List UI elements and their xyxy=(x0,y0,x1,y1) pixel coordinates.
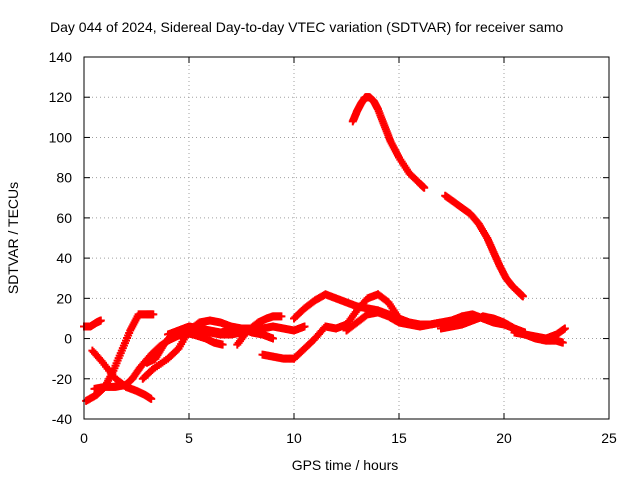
y-tick-label: -40 xyxy=(52,411,72,427)
x-tick-label: 5 xyxy=(185,430,193,446)
series-arc-16 xyxy=(510,324,569,343)
y-tick-label: 80 xyxy=(56,170,72,186)
y-tick-label: 40 xyxy=(56,250,72,266)
y-tick-label: 60 xyxy=(56,210,72,226)
tick-labels: 0 5 10 15 20 25 -40 -20 0 20 40 60 80 100 120 140 xyxy=(49,49,617,446)
data-point xyxy=(518,292,527,301)
data-point xyxy=(277,312,286,321)
series-arc-1 xyxy=(80,316,105,331)
x-tick-label: 20 xyxy=(496,430,512,446)
series-arc-9 xyxy=(258,350,298,363)
data-point xyxy=(560,324,569,333)
y-tick-label: 120 xyxy=(49,89,73,105)
series-arc-14 xyxy=(441,191,527,301)
x-tick-label: 0 xyxy=(80,430,88,446)
x-tick-label: 25 xyxy=(601,430,617,446)
x-tick-label: 10 xyxy=(286,430,302,446)
x-tick-label: 15 xyxy=(391,430,407,446)
grid-lines xyxy=(84,57,609,419)
data-point xyxy=(147,394,156,403)
plot-series xyxy=(80,93,569,405)
series-arc-13 xyxy=(348,93,429,192)
data-point xyxy=(300,322,309,331)
y-tick-label: -20 xyxy=(52,371,72,387)
y-axis-title: SDTVAR / TECUs xyxy=(5,182,21,294)
data-point xyxy=(269,334,277,343)
chart-title: Day 044 of 2024, Sidereal Day-to-day VTE… xyxy=(50,19,563,35)
y-tick-label: 100 xyxy=(49,129,73,145)
data-point xyxy=(558,338,567,347)
data-point xyxy=(420,183,429,192)
data-point xyxy=(218,340,227,349)
x-axis-title: GPS time / hours xyxy=(292,457,399,473)
series-arc-8 xyxy=(233,312,286,349)
y-tick-label: 0 xyxy=(64,331,72,347)
axis-ticks xyxy=(83,56,610,420)
y-tick-label: 140 xyxy=(49,49,73,65)
y-tick-label: 20 xyxy=(56,290,72,306)
plot-border xyxy=(83,56,610,420)
data-point xyxy=(96,316,105,325)
data-point xyxy=(149,310,158,319)
series-arc-10 xyxy=(290,290,403,363)
